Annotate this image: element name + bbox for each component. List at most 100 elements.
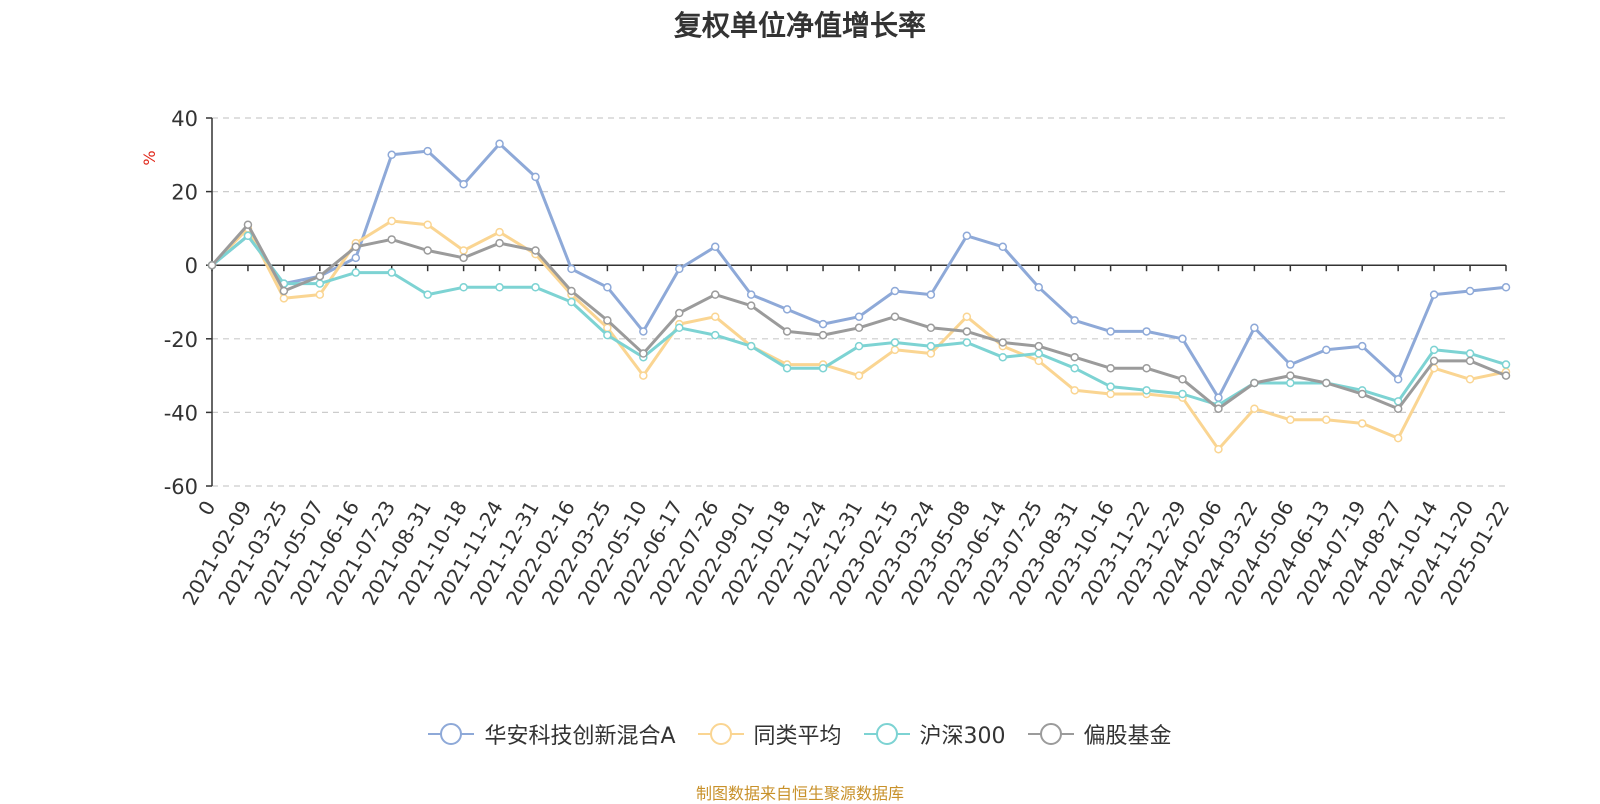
data-point [1357, 389, 1367, 399]
legend-swatch-icon [697, 723, 744, 745]
data-point [1286, 415, 1295, 425]
data-point [1178, 334, 1187, 344]
data-point [1106, 382, 1115, 391]
data-point [495, 227, 504, 237]
chart-title: 复权单位净值增长率 [673, 9, 926, 42]
data-point [531, 283, 540, 292]
data-point [387, 150, 396, 160]
series-0 [207, 139, 1511, 402]
data-point [962, 327, 972, 336]
data-point [1070, 363, 1079, 373]
legend-swatch-marker [1039, 723, 1062, 745]
data-point [423, 220, 432, 229]
data-point [1178, 389, 1187, 399]
data-point [495, 139, 504, 149]
data-point [243, 231, 253, 241]
data-point [423, 246, 432, 255]
legend-item[interactable]: 沪深300 [863, 718, 1006, 750]
legend-swatch-icon [863, 723, 910, 745]
data-point [926, 290, 936, 299]
data-point [423, 290, 432, 299]
data-point [675, 323, 684, 333]
legend-label: 同类平均 [753, 724, 842, 749]
data-point [1393, 404, 1403, 413]
data-point [639, 327, 648, 336]
data-point [315, 290, 325, 299]
data-point [207, 260, 217, 270]
data-point [531, 172, 540, 182]
data-point [1070, 386, 1079, 395]
data-point [603, 330, 612, 340]
legend-item[interactable]: 同类平均 [697, 718, 842, 750]
data-point [495, 238, 504, 248]
data-point [854, 323, 864, 333]
data-point [710, 242, 720, 252]
data-point [854, 371, 864, 380]
data-point [1070, 316, 1079, 325]
data-point [746, 341, 756, 351]
legend-label: 偏股基金 [1083, 724, 1172, 749]
series-1 [207, 216, 1511, 454]
data-point [423, 146, 432, 156]
x-tick-label: 0 [193, 497, 220, 520]
data-point [603, 316, 612, 325]
data-point [1214, 393, 1223, 402]
data-point [1393, 433, 1403, 443]
data-point [1322, 345, 1331, 355]
data-point [962, 338, 972, 347]
data-point [926, 323, 936, 333]
data-point [279, 294, 289, 303]
data-point [1142, 363, 1151, 373]
data-point [926, 341, 936, 351]
data-point [854, 312, 864, 321]
series-3 [207, 220, 1511, 413]
data-point [1465, 349, 1475, 358]
data-point [459, 253, 468, 263]
y-tick-label: -40 [164, 401, 198, 425]
grid-layer [212, 117, 1506, 487]
data-point [890, 345, 900, 355]
data-point [962, 231, 972, 241]
data-point [459, 283, 468, 292]
legend-swatch-marker [875, 723, 898, 745]
data-point [1214, 444, 1223, 454]
data-point [1142, 386, 1151, 395]
data-point [675, 264, 684, 274]
data-point [351, 242, 361, 252]
data-point [495, 283, 504, 292]
data-point [782, 327, 792, 336]
series-2 [207, 231, 1511, 410]
legend-item[interactable]: 偏股基金 [1027, 718, 1172, 750]
data-point [890, 312, 900, 321]
data-point [603, 323, 612, 333]
legend-swatch-marker [709, 723, 732, 745]
legend-item[interactable]: 华安科技创新混合A [428, 718, 676, 750]
data-point [315, 271, 325, 281]
data-point [387, 216, 396, 226]
legend-label: 华安科技创新混合A [484, 724, 676, 749]
source-note: 制图数据来自恒生聚源数据库 [695, 784, 904, 803]
data-point [998, 352, 1008, 362]
data-point [854, 341, 864, 351]
data-point [351, 253, 361, 263]
data-point [567, 297, 576, 307]
data-point [279, 286, 289, 296]
data-point [567, 264, 576, 274]
label-layer: 40200-20-40-60%02021-02-092021-03-252021… [140, 107, 1514, 609]
legend-swatch-icon [1027, 723, 1074, 745]
data-point [459, 246, 468, 255]
data-point [1034, 283, 1043, 292]
data-point [746, 301, 756, 310]
data-point [1250, 404, 1259, 413]
data-point [890, 286, 900, 296]
data-point [998, 242, 1008, 252]
legend-label: 沪深300 [919, 724, 1006, 749]
data-point [1501, 360, 1511, 369]
data-point [1322, 378, 1331, 388]
data-point [890, 338, 900, 347]
data-point [1286, 371, 1295, 380]
y-tick-label: -20 [164, 328, 198, 352]
y-axis-label: % [140, 150, 159, 165]
data-point [998, 338, 1008, 347]
